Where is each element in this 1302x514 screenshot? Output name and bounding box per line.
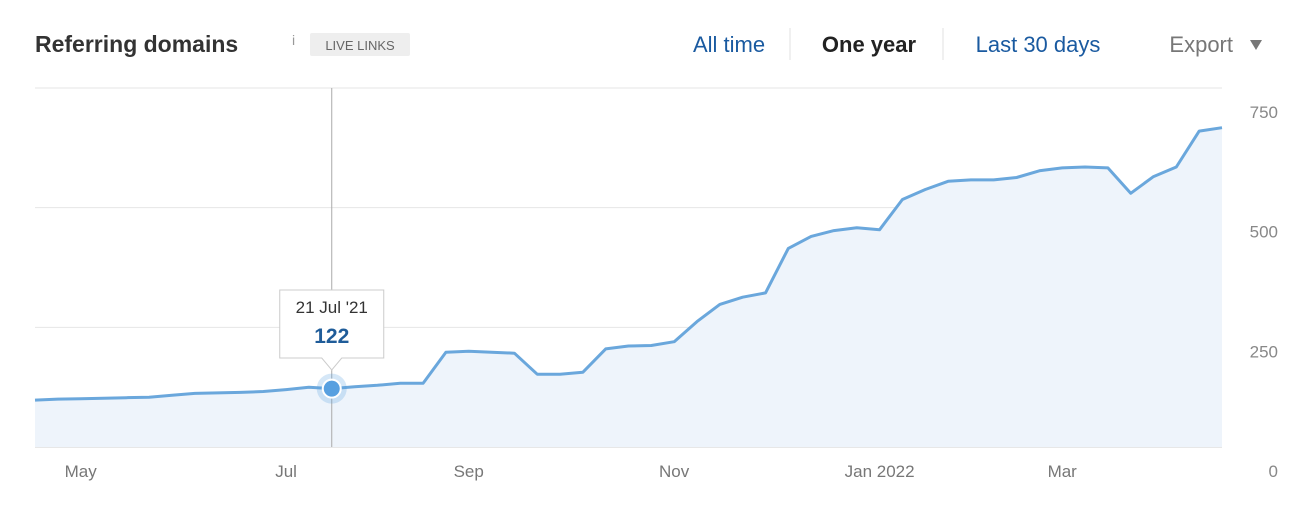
y-tick-label: 250 (1250, 342, 1278, 361)
y-tick-label: 750 (1250, 103, 1278, 122)
y-tick-label: 0 (1269, 462, 1278, 481)
line (34, 126, 1223, 402)
export-arrow[interactable] (1250, 40, 1262, 50)
chart-title: Referring domains (35, 31, 238, 57)
tooltip-value: 122 (314, 325, 349, 348)
x-tick-label: Sep (454, 462, 484, 481)
info-icon[interactable]: i (292, 32, 295, 48)
badge: LIVE LINKS (325, 38, 395, 53)
x-tick-label: Jan 2022 (845, 462, 915, 481)
x-tick-label: Jul (275, 462, 297, 481)
x-tick-label: May (65, 462, 98, 481)
export-button[interactable]: Export (1169, 32, 1233, 57)
range-tab[interactable]: All time (693, 32, 765, 57)
tooltip-date: 21 Jul '21 (296, 298, 368, 317)
badge-bg (310, 33, 410, 56)
range-tab[interactable]: Last 30 days (976, 32, 1101, 57)
x-tick-label: Nov (659, 462, 690, 481)
tooltip-box (279, 289, 385, 371)
range-tab[interactable]: One year (822, 32, 917, 57)
area-fill (35, 127, 1222, 447)
range-tabs: All time One year Last 30 days (693, 32, 1100, 57)
x-tick-label: Mar (1048, 462, 1078, 481)
hover-point (321, 378, 342, 399)
y-tick-label: 500 (1250, 223, 1278, 242)
